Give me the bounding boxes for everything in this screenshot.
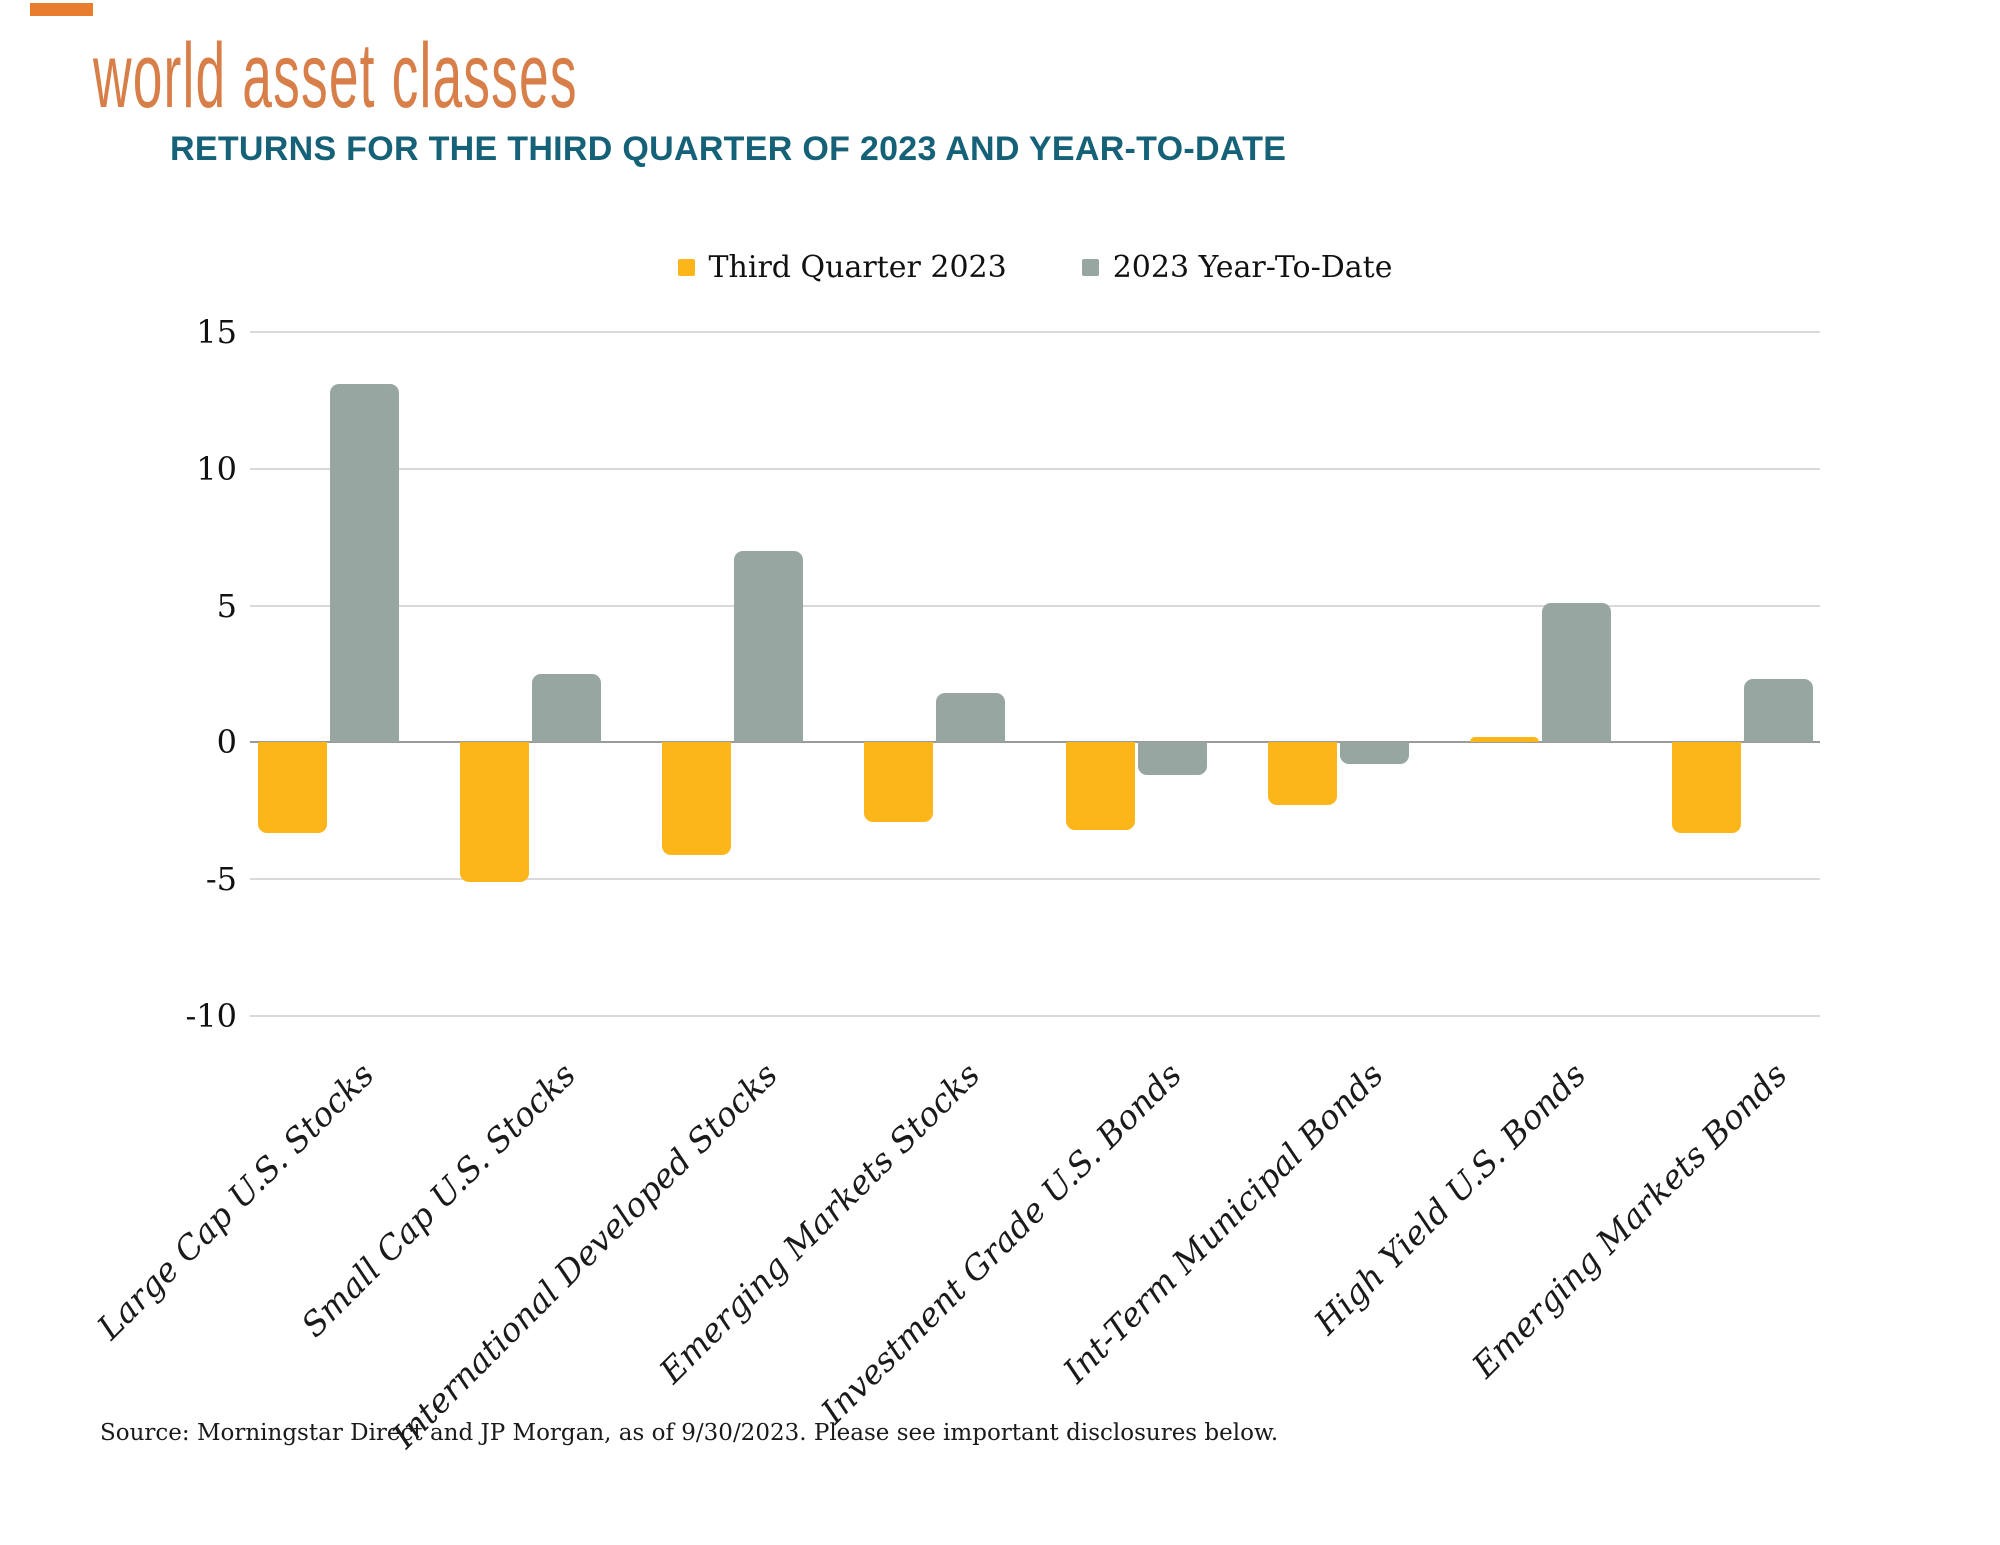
page-title: world asset classes — [93, 30, 929, 122]
y-axis-tick-label: -10 — [185, 997, 237, 1035]
bar-ytd-7 — [1542, 602, 1611, 743]
bar-ytd-6 — [1340, 742, 1409, 765]
legend-swatch-ytd — [1081, 259, 1099, 276]
x-axis-label: International Developed Stocks — [384, 1055, 786, 1456]
chart-subtitle: RETURNS FOR THE THIRD QUARTER OF 2023 AN… — [170, 130, 1287, 168]
bar-q3-3 — [662, 742, 731, 855]
y-axis: 15 10 5 0 -5 -10 — [0, 313, 237, 1035]
legend-swatch-q3 — [677, 259, 695, 276]
x-axis-label: Investment Grade U.S. Bonds — [813, 1055, 1190, 1431]
bar-ytd-1 — [330, 383, 399, 743]
legend-label-q3: Third Quarter 2023 — [708, 250, 1007, 285]
bar-q3-8 — [1672, 742, 1741, 833]
y-axis-tick-label: 5 — [216, 586, 237, 625]
bar-ytd-3 — [734, 550, 803, 743]
y-axis-tick-label: 0 — [216, 723, 237, 762]
bar-q3-2 — [460, 742, 529, 882]
bar-ytd-4 — [936, 693, 1005, 743]
source-note: Source: Morningstar Direct and JP Morgan… — [100, 1420, 1279, 1446]
chart-legend: Third Quarter 2023 2023 Year-To-Date — [250, 250, 1820, 285]
bar-q3-7 — [1470, 736, 1539, 743]
bar-q3-4 — [864, 742, 933, 822]
x-axis-label: Int-Term Municipal Bonds — [1055, 1055, 1392, 1391]
gridline — [250, 467, 1820, 470]
zero-line — [250, 741, 1820, 744]
gridline — [250, 1015, 1820, 1017]
y-axis-tick-label: 15 — [196, 313, 237, 351]
bar-ytd-8 — [1744, 679, 1813, 743]
bar-q3-1 — [258, 742, 327, 833]
legend-label-ytd: 2023 Year-To-Date — [1112, 250, 1393, 285]
page-title-text: world asset classes — [93, 25, 578, 127]
y-axis-tick-label: 10 — [196, 449, 237, 488]
x-axis-label: Emerging Markets Stocks — [651, 1055, 988, 1391]
bar-q3-5 — [1066, 742, 1135, 830]
bar-chart-plot-area: Large Cap U.S. Stocks Small Cap U.S. Stoc… — [89, 331, 1820, 1456]
gridline — [250, 604, 1820, 607]
accent-mark — [30, 3, 93, 16]
gridline — [250, 878, 1820, 881]
bar-q3-6 — [1268, 742, 1337, 806]
y-axis-tick-label: -5 — [205, 860, 237, 899]
bar-ytd-5 — [1138, 742, 1207, 776]
legend-item-ytd: 2023 Year-To-Date — [1081, 250, 1393, 285]
gridline — [250, 331, 1820, 333]
legend-item-q3: Third Quarter 2023 — [677, 250, 1007, 285]
bar-ytd-2 — [532, 674, 601, 743]
